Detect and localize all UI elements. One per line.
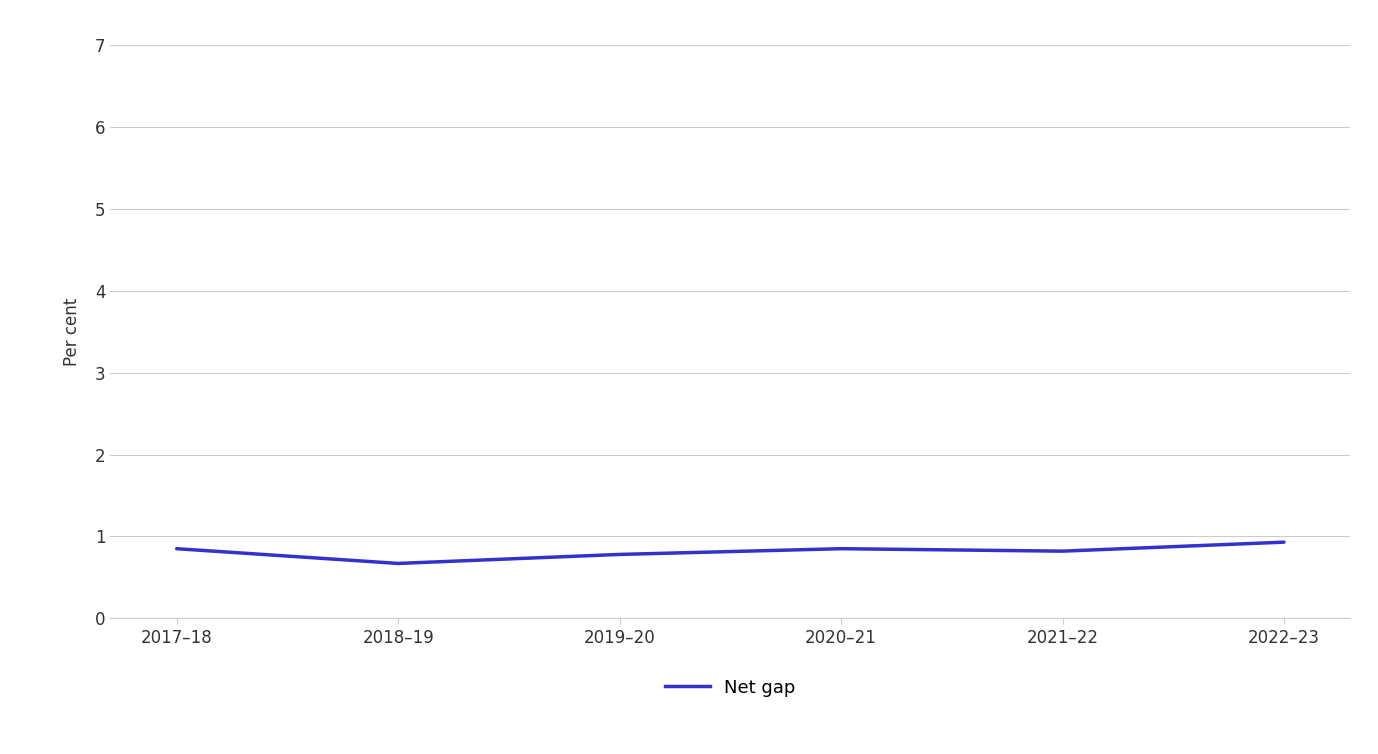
Y-axis label: Per cent: Per cent [63, 298, 81, 366]
Legend: Net gap: Net gap [657, 671, 803, 703]
